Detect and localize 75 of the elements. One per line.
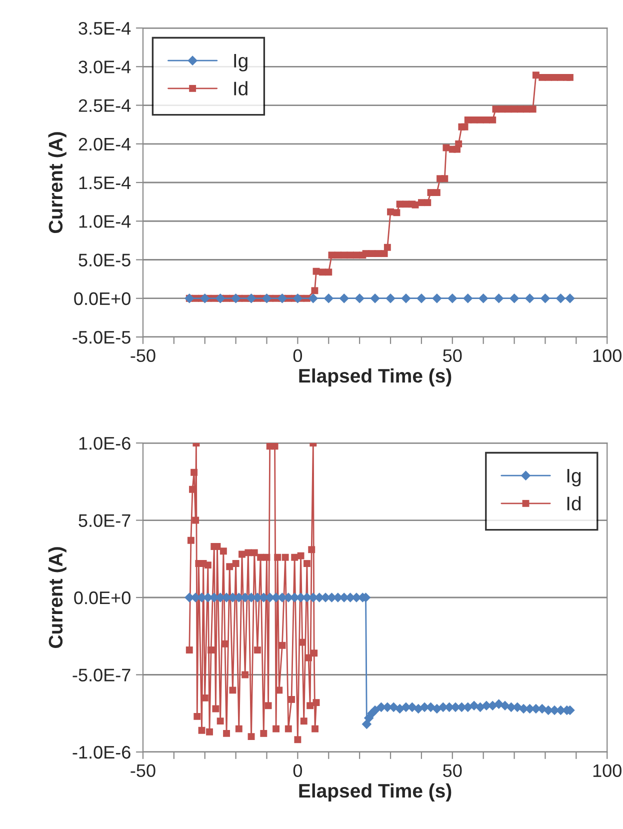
point [232,560,240,567]
x-tick-label: 100 [593,764,622,778]
y-tick-label: -5.0E-5 [72,330,130,344]
y-tick-label: 1.0E-4 [79,215,131,228]
point [310,650,318,657]
point [204,562,212,569]
x-tick-label: 50 [443,349,462,362]
y-tick-label: 3.0E-4 [78,60,131,74]
point [223,730,230,737]
point [206,728,213,736]
point [304,560,310,567]
point [208,646,215,654]
point [271,443,278,450]
point [212,705,220,712]
point [312,699,320,706]
y-tick-label: 5.0E-5 [78,254,130,266]
point [244,549,252,556]
point [272,725,280,732]
point [198,726,206,734]
point [263,554,270,561]
y-tick-label: -5.0E-7 [72,668,130,682]
point [248,733,255,740]
x-axis-title: Elapsed Time (s) [299,368,452,387]
y-tick-label: 2.0E-4 [78,138,131,151]
y-axis-title: Current (A) [48,547,66,648]
point [260,730,268,737]
point [257,554,264,561]
point [220,548,227,555]
point [297,552,304,560]
point [222,640,228,648]
y-tick-label: 1.5E-4 [79,176,131,190]
point [300,718,308,725]
y-tick-label: 0.0E+0 [74,292,130,306]
x-tick-label: 0 [293,349,302,362]
point [298,638,306,646]
point [226,563,234,570]
point [274,554,282,561]
point [254,646,261,654]
legend-label: Id [234,81,248,96]
y-tick-label: 1.0E-6 [79,436,130,450]
x-tick-label: 0 [293,764,302,778]
point [294,736,302,744]
x-tick-label: -50 [130,349,156,362]
y-tick-label: -1.0E-6 [72,746,130,759]
x-tick-label: 50 [443,764,462,778]
x-axis-title: Elapsed Time (s) [299,783,452,802]
point [187,536,194,544]
point [284,725,292,732]
y-tick-label: 3.5E-4 [78,22,131,35]
point [190,468,198,476]
point [216,718,224,725]
legend-label: Ig [567,469,581,486]
y-tick-label: 0.0E+0 [74,591,130,604]
point [229,686,236,694]
y-axis-title: Current (A) [48,132,66,234]
point [235,725,242,732]
point [264,702,272,710]
point [306,702,314,710]
point [282,554,289,561]
x-tick-label: -50 [130,764,156,778]
y-tick-label: 2.5E-4 [78,99,131,112]
point [250,549,258,556]
point [312,725,318,732]
point [291,554,298,561]
point [194,712,201,720]
legend-label: Id [567,496,581,510]
point [192,516,200,524]
point [242,671,249,678]
y-tick-label: 5.0E-7 [78,514,130,527]
legend-label: Ig [234,54,248,72]
point [278,642,286,649]
point [308,546,316,554]
x-tick-label: 100 [593,349,622,362]
point [186,646,193,654]
point [288,696,295,703]
